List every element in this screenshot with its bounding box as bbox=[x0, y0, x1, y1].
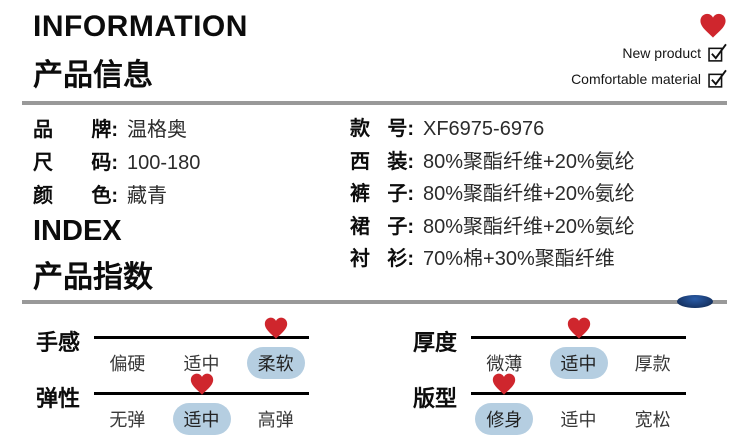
info-row-style-number: 款号: XF6975-6976 bbox=[350, 112, 635, 145]
info-label: 西装: bbox=[350, 150, 414, 173]
scale-label: 版型 bbox=[413, 386, 458, 411]
info-row-brand: 品牌: 温格奥 bbox=[33, 113, 200, 146]
scale-label: 弹性 bbox=[36, 386, 81, 411]
info-row-pants: 裤子: 80%聚酯纤维+20%氨纶 bbox=[350, 177, 635, 210]
heart-marker-icon bbox=[262, 316, 289, 340]
scale-option: 微薄 bbox=[486, 354, 523, 374]
info-value: 80%聚酯纤维+20%氨纶 bbox=[423, 215, 635, 238]
scale-thickness: 厚度 微薄 适中 厚款 bbox=[413, 316, 686, 379]
scale-elasticity: 弹性 无弹 适中 高弹 bbox=[36, 372, 309, 435]
info-label: 裤子: bbox=[350, 183, 414, 205]
heart-marker-icon bbox=[491, 372, 518, 396]
info-label: 裙子: bbox=[350, 215, 414, 238]
feature-label: Comfortable material bbox=[571, 70, 701, 87]
scale-option: 无弹 bbox=[109, 410, 146, 430]
info-column-right: 款号: XF6975-6976 西装: 80%聚酯纤维+20%氨纶 裤子: 80… bbox=[350, 112, 635, 275]
scale-option: 适中 bbox=[172, 403, 231, 435]
scale-track: 偏硬 适中 柔软 bbox=[94, 316, 309, 379]
heart-marker-icon bbox=[565, 316, 592, 340]
scale-track: 无弹 适中 高弹 bbox=[94, 372, 309, 435]
info-row-color: 颜色: 藏青 bbox=[33, 179, 200, 212]
info-row-suit: 西装: 80%聚酯纤维+20%氨纶 bbox=[350, 145, 635, 178]
scale-fit: 版型 修身 适中 宽松 bbox=[413, 372, 686, 435]
scale-option: 柔软 bbox=[246, 347, 305, 379]
feature-label: New product bbox=[622, 44, 701, 61]
scale-feel: 手感 偏硬 适中 柔软 bbox=[36, 316, 309, 379]
feature-new-product: New product bbox=[622, 43, 727, 62]
info-value: 藏青 bbox=[127, 185, 167, 207]
scale-option: 高弹 bbox=[257, 410, 294, 430]
scale-label: 手感 bbox=[36, 330, 81, 355]
scale-option: 偏硬 bbox=[109, 354, 146, 374]
scale-option: 适中 bbox=[549, 347, 608, 379]
scale-line bbox=[471, 392, 686, 395]
navy-garment-edge-decoration bbox=[677, 295, 713, 308]
info-label: 品牌: bbox=[33, 119, 118, 141]
info-label: 衬衫: bbox=[350, 248, 414, 270]
scale-option: 宽松 bbox=[634, 410, 671, 430]
header-title-en: INFORMATION bbox=[33, 10, 248, 43]
header-title-zh: 产品信息 bbox=[33, 59, 153, 92]
info-value: 70%棉+30%聚酯纤维 bbox=[423, 248, 615, 270]
scale-option: 厚款 bbox=[634, 354, 671, 374]
info-value: 温格奥 bbox=[127, 119, 187, 141]
info-value: 100-180 bbox=[127, 152, 201, 174]
heart-icon bbox=[698, 12, 728, 39]
scale-option: 修身 bbox=[475, 403, 534, 435]
info-row-shirt: 衬衫: 70%棉+30%聚酯纤维 bbox=[350, 242, 635, 275]
scale-option: 适中 bbox=[560, 410, 597, 430]
info-value: 80%聚酯纤维+20%氨纶 bbox=[423, 150, 635, 173]
scale-label: 厚度 bbox=[413, 330, 458, 355]
info-label: 款号: bbox=[350, 118, 414, 140]
scale-line bbox=[94, 336, 309, 339]
divider bbox=[22, 101, 727, 105]
scale-option: 适中 bbox=[183, 354, 220, 374]
info-value: 80%聚酯纤维+20%氨纶 bbox=[423, 183, 635, 205]
divider bbox=[22, 300, 727, 304]
scale-track: 修身 适中 宽松 bbox=[471, 372, 686, 435]
info-label: 尺码: bbox=[33, 152, 118, 174]
info-row-skirt: 裙子: 80%聚酯纤维+20%氨纶 bbox=[350, 210, 635, 243]
index-title-en: INDEX bbox=[33, 215, 122, 247]
scale-track: 微薄 适中 厚款 bbox=[471, 316, 686, 379]
checkbox-checked-icon bbox=[708, 69, 727, 88]
feature-list: New product Comfortable material bbox=[571, 43, 727, 88]
info-value: XF6975-6976 bbox=[423, 118, 545, 140]
heart-marker-icon bbox=[188, 372, 215, 396]
info-row-size: 尺码: 100-180 bbox=[33, 146, 200, 179]
feature-comfortable-material: Comfortable material bbox=[571, 69, 727, 88]
index-title-zh: 产品指数 bbox=[33, 261, 153, 294]
checkbox-checked-icon bbox=[708, 43, 727, 62]
info-label: 颜色: bbox=[33, 185, 118, 207]
info-column-left: 品牌: 温格奥 尺码: 100-180 颜色: 藏青 bbox=[33, 113, 200, 212]
